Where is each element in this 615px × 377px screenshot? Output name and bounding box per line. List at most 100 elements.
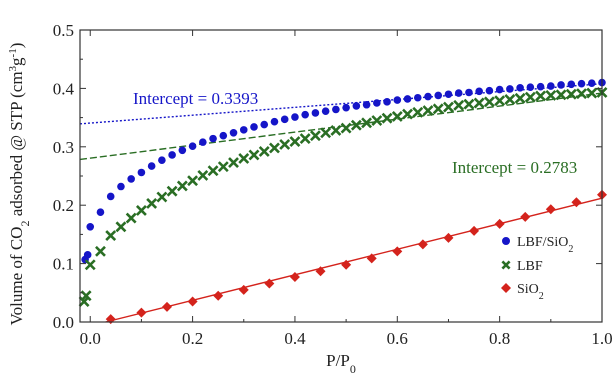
data-point [301, 110, 309, 119]
data-point [115, 221, 127, 233]
data-point [586, 87, 598, 99]
data-point [555, 89, 567, 101]
data-point [117, 182, 125, 191]
data-point [188, 142, 197, 151]
y-tick-label: 0.2 [53, 196, 74, 215]
data-point [565, 88, 577, 100]
data-point [258, 146, 270, 157]
x-axis-label: P/P0 [326, 351, 356, 376]
data-point [166, 185, 178, 197]
data-point [371, 115, 383, 126]
data-point [453, 99, 465, 111]
x-tick-label: 0.6 [387, 329, 408, 348]
data-point [168, 151, 176, 159]
data-point [557, 81, 565, 89]
data-point [146, 198, 158, 209]
x-tick-label: 1.0 [591, 329, 612, 348]
data-point [158, 156, 166, 165]
data-point [147, 162, 156, 170]
data-point [330, 125, 342, 136]
data-point [403, 95, 412, 103]
data-point [341, 259, 352, 270]
data-point [162, 301, 172, 312]
data-point [269, 142, 280, 154]
data-point [587, 79, 596, 87]
fit-line [79, 83, 603, 125]
data-point [342, 103, 350, 112]
legend-label-lbf: LBF [517, 259, 543, 274]
y-axis-label: Volume of CO2 adsorbed @ STP (cm3g-1) [7, 43, 32, 326]
data-point [135, 205, 147, 216]
data-point [125, 212, 137, 224]
data-point [187, 175, 199, 187]
data-point [516, 84, 524, 92]
data-point [291, 113, 299, 121]
legend-item-lbf-sio2: LBF/SiO2 [502, 235, 573, 255]
y-tick-label: 0.1 [53, 255, 74, 274]
data-point [465, 88, 473, 97]
data-point [422, 105, 434, 117]
data-point [432, 103, 444, 115]
data-point [473, 97, 485, 109]
data-point [80, 290, 92, 302]
data-point [137, 168, 146, 177]
data-point [469, 225, 480, 236]
data-point [391, 110, 403, 122]
legend-label-sio2: SiO2 [517, 282, 544, 302]
data-point [443, 232, 454, 243]
data-point [127, 175, 135, 183]
data-point [514, 92, 526, 104]
data-point [217, 161, 229, 173]
data-point [567, 80, 576, 89]
data-point [95, 245, 106, 257]
data-point [340, 122, 352, 134]
data-point [250, 123, 258, 131]
data-point [576, 88, 587, 100]
data-point [289, 136, 301, 147]
data-point [176, 180, 188, 192]
legend-marker-circle [502, 237, 510, 245]
x-tick-label: 0.2 [182, 329, 203, 348]
data-point [383, 98, 391, 106]
data-point [279, 139, 291, 150]
data-point [504, 94, 516, 105]
y-tick-label: 0.4 [53, 79, 75, 98]
data-point [238, 284, 249, 295]
data-point [229, 128, 238, 137]
data-point [309, 130, 321, 142]
axis-ticks: 0.0 0.2 0.4 0.6 0.8 1.0 0.0 0.1 0.2 0.3 0.4 0.5 [53, 21, 613, 348]
data-point [520, 211, 531, 222]
data-point [444, 90, 453, 99]
data-point [352, 102, 361, 110]
data-point [524, 91, 536, 103]
data-point [84, 259, 96, 271]
data-point [187, 296, 198, 307]
data-point [86, 223, 95, 231]
data-point [392, 246, 403, 257]
x-tick-label: 0.0 [80, 329, 101, 348]
data-point [494, 95, 506, 107]
data-point [463, 98, 475, 110]
legend-item-lbf: LBF [501, 259, 543, 274]
data-point [547, 82, 555, 90]
data-point [228, 157, 239, 169]
data-point [280, 115, 289, 124]
data-point [199, 138, 207, 146]
data-point [454, 89, 463, 97]
data-point [332, 105, 340, 114]
data-point [506, 85, 514, 93]
data-point [270, 117, 279, 126]
data-point [475, 87, 483, 96]
x-tick-label: 0.8 [489, 329, 510, 348]
data-point [96, 208, 105, 217]
data-point [483, 96, 495, 108]
data-point [545, 89, 557, 101]
data-point [535, 90, 547, 102]
data-point [571, 197, 582, 208]
data-point [299, 133, 311, 145]
data-point [417, 239, 428, 250]
data-point [495, 85, 504, 94]
data-point [381, 112, 393, 124]
data-point [315, 266, 326, 277]
legend-item-sio2: SiO2 [501, 282, 544, 302]
